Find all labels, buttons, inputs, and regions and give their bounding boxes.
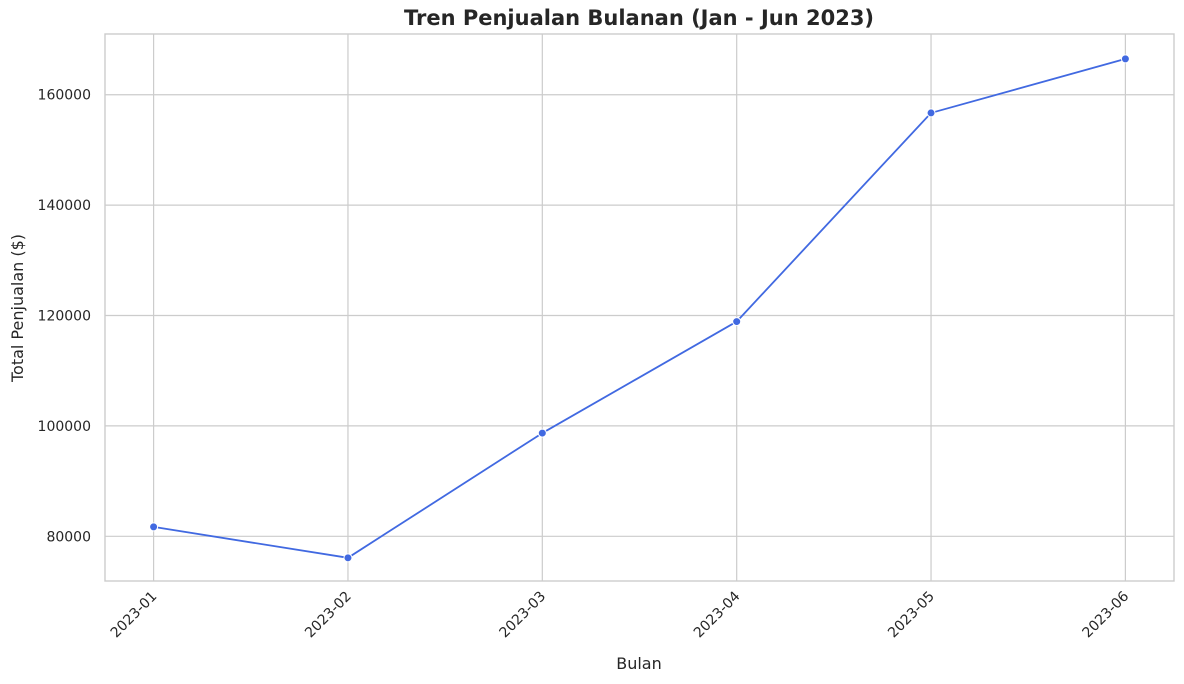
x-tick-label: 2023-04 [691, 588, 744, 641]
series-layer [149, 54, 1130, 563]
data-point [537, 428, 547, 438]
series-line [153, 57, 1126, 559]
chart-title: Tren Penjualan Bulanan (Jan - Jun 2023) [404, 6, 874, 30]
x-tick-label: 2023-01 [108, 589, 161, 642]
grid [105, 34, 1174, 581]
x-axis-label: Bulan [616, 654, 662, 673]
data-point [149, 522, 159, 532]
y-tick-label: 140000 [38, 198, 91, 214]
data-point [1120, 54, 1130, 64]
x-tick-label: 2023-06 [1080, 588, 1133, 641]
y-tick-label: 160000 [38, 88, 91, 104]
y-axis: 80000 100000 120000 140000 160000 [38, 88, 91, 546]
y-axis-label: Total Penjualan ($) [8, 234, 27, 383]
plot-frame [104, 33, 1175, 582]
x-tick-label: 2023-05 [885, 589, 938, 642]
x-tick-label: 2023-02 [302, 589, 355, 642]
data-point [343, 553, 353, 563]
y-tick-label: 100000 [38, 419, 91, 435]
y-tick-label: 80000 [46, 529, 91, 545]
x-tick-label: 2023-03 [496, 589, 549, 642]
x-axis: 2023-01 2023-02 2023-03 2023-04 2023-05 2023-… [108, 588, 1133, 641]
data-point [926, 108, 936, 118]
y-tick-label: 120000 [38, 309, 91, 325]
data-point [732, 317, 742, 327]
